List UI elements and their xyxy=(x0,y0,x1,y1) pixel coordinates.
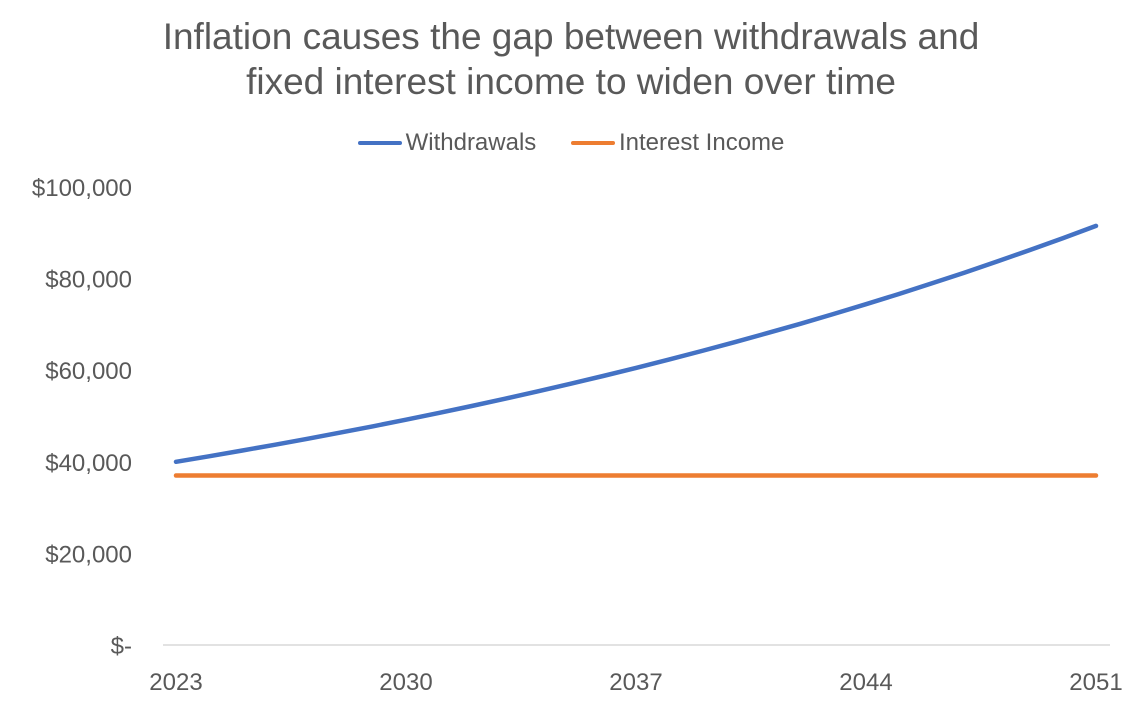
legend-swatch-withdrawals xyxy=(357,141,402,145)
chart-title-line-2: fixed interest income to widen over time xyxy=(246,61,896,102)
legend-item-interest-income[interactable]: Interest Income xyxy=(570,129,785,157)
chart-title-line-1: Inflation causes the gap between withdra… xyxy=(162,16,980,57)
legend-swatch-interest-income xyxy=(570,141,615,145)
y-tick-label-100000: $100,000 xyxy=(32,175,132,202)
y-tick-label-40000: $40,000 xyxy=(45,450,132,477)
x-tick-label-2051: 2051 xyxy=(1069,669,1122,696)
legend-label-withdrawals: Withdrawals xyxy=(405,129,537,156)
legend-item-withdrawals[interactable]: Withdrawals xyxy=(357,129,537,157)
x-tick-label-2030: 2030 xyxy=(379,669,432,696)
x-tick-label-2023: 2023 xyxy=(149,669,202,696)
y-tick-label-60000: $60,000 xyxy=(45,358,132,385)
y-tick-label-zero: $- xyxy=(111,633,132,660)
legend-label-interest-income: Interest Income xyxy=(618,129,785,156)
y-tick-label-20000: $20,000 xyxy=(45,541,132,568)
y-tick-label-80000: $80,000 xyxy=(45,267,132,294)
x-tick-label-2037: 2037 xyxy=(609,669,662,696)
x-tick-label-2044: 2044 xyxy=(839,669,892,696)
chart-title: Inflation causes the gap between withdra… xyxy=(0,14,1142,104)
series-line-withdrawals xyxy=(173,223,1099,465)
chart-legend: Withdrawals Interest Income xyxy=(0,124,1142,157)
